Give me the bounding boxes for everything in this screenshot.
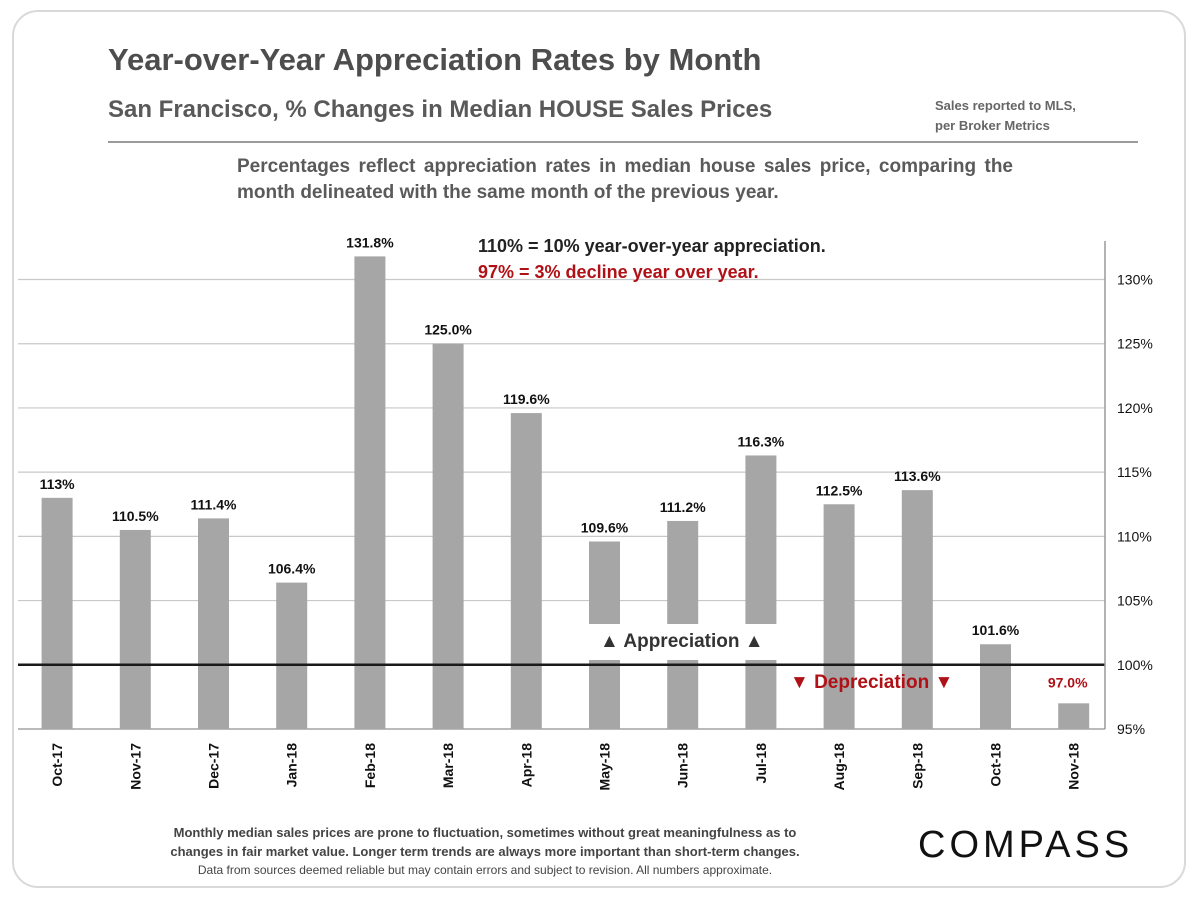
- x-tick-label: Oct-17: [49, 743, 65, 787]
- x-tick-label: Sep-18: [909, 743, 925, 789]
- data-label: 111.2%: [660, 499, 706, 515]
- data-label: 111.4%: [191, 496, 237, 512]
- grid-lines: [18, 278, 1105, 730]
- x-tick-label: Aug-18: [831, 743, 847, 791]
- x-tick-label: Dec-17: [206, 743, 222, 789]
- bar: [745, 455, 777, 729]
- bar: [823, 504, 855, 729]
- x-tick-label: Oct-18: [988, 743, 1004, 787]
- chart-description: Percentages reflect appreciation rates i…: [237, 156, 1013, 203]
- source-note-line1: Sales reported to MLS,: [935, 98, 1076, 113]
- legend-note: 110% = 10% year-over-year appreciation. …: [478, 233, 826, 285]
- y-tick-label: 110%: [1117, 528, 1152, 544]
- data-labels: 113% 110.5% 111.4% 106.4% 131.8% 125.0% 119.6%…: [18, 234, 1105, 690]
- bars: [41, 256, 1090, 729]
- compass-logo: COMPASS: [918, 824, 1134, 866]
- source-note: Sales reported to MLS, per Broker Metric…: [935, 96, 1076, 136]
- data-label: 113%: [40, 476, 76, 492]
- appreciation-annotation-box: [585, 624, 779, 660]
- y-tick-label: 120%: [1117, 400, 1153, 416]
- depreciation-annotation: ▼ Depreciation ▼: [790, 672, 954, 693]
- x-tick-label: Apr-18: [518, 743, 534, 788]
- data-label: 125.0%: [424, 322, 472, 338]
- y-tick-label: 130%: [1117, 272, 1153, 288]
- bar: [41, 497, 73, 729]
- y-tick-label: 100%: [1117, 657, 1153, 673]
- data-label: 106.4%: [268, 561, 316, 577]
- header-divider: [108, 141, 1138, 143]
- y-axis: 95% 100% 105% 110% 115% 120% 125% 130%: [1104, 241, 1153, 737]
- chart-subtitle: San Francisco, % Changes in Median HOUSE…: [108, 96, 773, 123]
- footer-disclaimer: Monthly median sales prices are prone to…: [75, 823, 895, 879]
- x-tick-label: Jun-18: [675, 743, 691, 788]
- bar: [276, 582, 308, 729]
- x-tick-label: Jul-18: [753, 743, 769, 784]
- bar: [1058, 703, 1090, 729]
- bar: [432, 343, 464, 729]
- y-tick-label: 125%: [1117, 336, 1153, 352]
- x-tick-label: Nov-18: [1066, 743, 1082, 790]
- data-label: 97.0%: [1048, 674, 1088, 690]
- x-tick-label: Mar-18: [440, 743, 456, 788]
- x-tick-label: Nov-17: [127, 743, 143, 790]
- appreciation-annotation: ▲ Appreciation ▲: [600, 631, 764, 652]
- bar: [510, 413, 542, 729]
- chart-title: Year-over-Year Appreciation Rates by Mon…: [108, 42, 762, 77]
- data-label: 109.6%: [581, 520, 629, 536]
- data-label: 101.6%: [972, 622, 1020, 638]
- legend-note-positive: 110% = 10% year-over-year appreciation.: [478, 236, 826, 256]
- data-label: 131.8%: [346, 234, 394, 250]
- bar: [119, 529, 151, 729]
- footer-line3: Data from sources deemed reliable but ma…: [197, 863, 773, 877]
- x-tick-label: May-18: [597, 743, 613, 791]
- x-tick-label: Feb-18: [362, 743, 378, 788]
- data-label: 116.3%: [738, 433, 785, 449]
- footer-line2: changes in fair market value. Longer ter…: [170, 844, 800, 859]
- y-tick-label: 105%: [1117, 593, 1153, 609]
- bar: [980, 644, 1011, 729]
- data-label: 119.6%: [503, 391, 550, 407]
- x-axis: Oct-17 Nov-17 Dec-17 Jan-18 Feb-18 Mar-18 Apr-…: [49, 743, 1082, 791]
- bar: [354, 256, 386, 729]
- source-note-line2: per Broker Metrics: [935, 118, 1050, 133]
- x-tick-label: Jan-18: [284, 743, 300, 788]
- data-label: 110.5%: [112, 508, 159, 524]
- bar: [198, 518, 229, 729]
- data-label: 113.6%: [894, 468, 941, 484]
- y-tick-label: 95%: [1117, 721, 1145, 737]
- bar: [901, 490, 933, 729]
- legend-note-negative: 97% = 3% decline year over year.: [478, 262, 759, 282]
- y-tick-label: 115%: [1117, 464, 1152, 480]
- footer-line1: Monthly median sales prices are prone to…: [173, 825, 797, 840]
- data-label: 112.5%: [816, 482, 863, 498]
- chart-card: [12, 10, 1186, 888]
